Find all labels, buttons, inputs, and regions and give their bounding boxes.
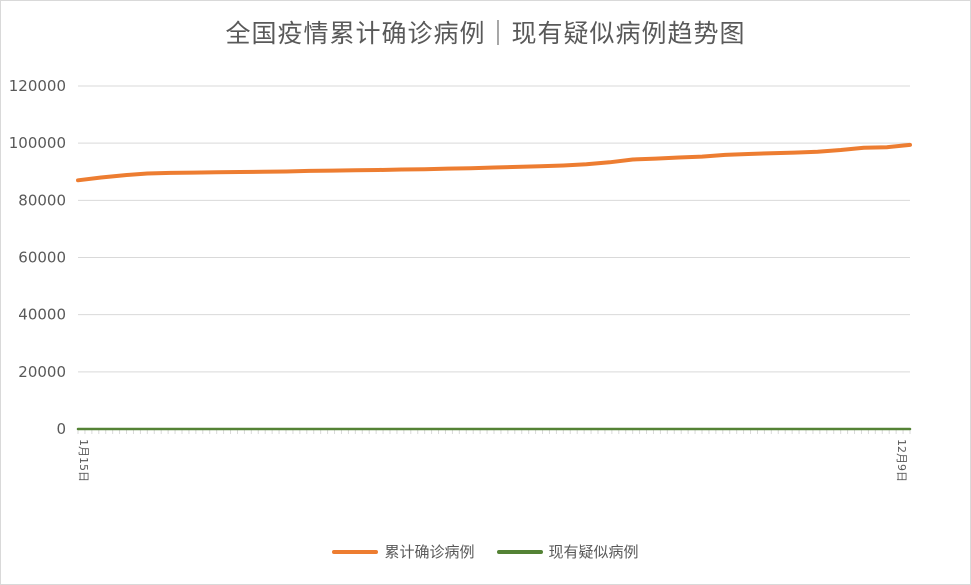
legend-label-confirmed: 累计确诊病例 [384, 543, 475, 561]
legend-swatch-suspected [496, 549, 543, 554]
y-tick-label-6: 120000 [9, 77, 66, 95]
y-tick-label-1: 20000 [18, 363, 66, 381]
y-tick-label-4: 80000 [18, 191, 66, 209]
x-tick-label-start: 1月15日 [77, 439, 90, 482]
legend-item-suspected: 现有疑似病例 [496, 541, 639, 562]
legend-label-suspected: 现有疑似病例 [548, 543, 639, 561]
chart-legend: 累计确诊病例 现有疑似病例 [0, 541, 971, 562]
y-tick-label-2: 40000 [18, 306, 66, 324]
legend-item-confirmed: 累计确诊病例 [332, 541, 475, 562]
legend-swatch-confirmed [332, 549, 379, 554]
series-line-confirmed [76, 142, 912, 183]
x-tick-label-end: 12月9日 [895, 439, 908, 482]
chart-title: 全国疫情累计确诊病例｜现有疑似病例趋势图 [225, 19, 746, 48]
y-tick-label-0: 0 [56, 420, 66, 438]
y-tick-label-3: 60000 [18, 249, 66, 267]
y-tick-label-5: 100000 [9, 134, 66, 152]
